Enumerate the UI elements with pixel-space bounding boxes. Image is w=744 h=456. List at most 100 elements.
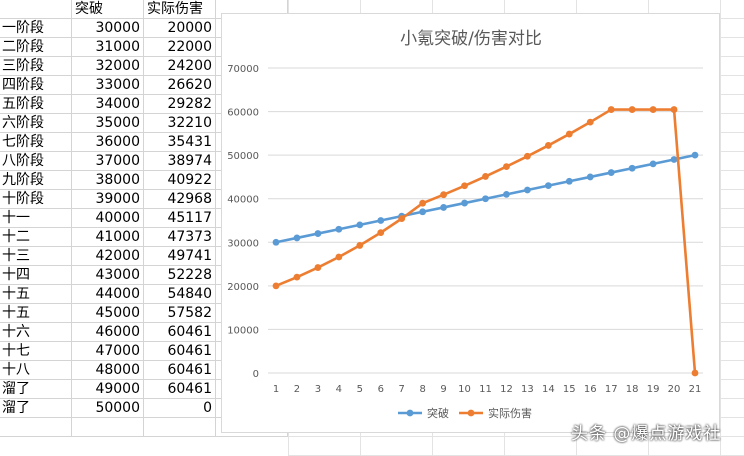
series-2-point: [691, 369, 699, 377]
table-cell[interactable]: 五阶段: [0, 95, 72, 114]
table-cell[interactable]: 43000: [72, 266, 144, 285]
x-tick-label: 19: [647, 384, 660, 395]
series-2-point: [524, 152, 531, 160]
table-cell[interactable]: 35431: [144, 133, 216, 152]
series-1-point: [335, 225, 343, 233]
header-cell-empty[interactable]: [0, 0, 72, 19]
table-cell[interactable]: 36000: [72, 133, 144, 152]
table-cell[interactable]: 40922: [144, 171, 216, 190]
table-cell[interactable]: 十四: [0, 266, 72, 285]
table-cell[interactable]: 39000: [72, 190, 144, 209]
series-2-point: [482, 173, 489, 180]
x-tick-label: 15: [563, 384, 576, 395]
table-cell[interactable]: 37000: [72, 152, 144, 171]
x-tick-label: 5: [357, 384, 363, 395]
table-cell[interactable]: 48000: [72, 361, 144, 380]
table-cell[interactable]: 26620: [144, 76, 216, 95]
table-cell[interactable]: 47000: [72, 342, 144, 361]
table-cell-empty[interactable]: [0, 418, 72, 437]
table-cell[interactable]: 十五: [0, 304, 72, 323]
table-cell[interactable]: 32210: [144, 114, 216, 133]
table-cell[interactable]: 46000: [72, 323, 144, 342]
series-2-point: [628, 106, 636, 113]
table-cell[interactable]: 38974: [144, 152, 216, 171]
table-cell[interactable]: 十一: [0, 209, 72, 228]
table-cell-empty[interactable]: [144, 418, 216, 437]
table-cell[interactable]: 60461: [144, 380, 216, 399]
table-cell[interactable]: 35000: [72, 114, 144, 133]
series-1-point: [440, 204, 447, 211]
table-cell[interactable]: 七阶段: [0, 133, 72, 152]
table-cell[interactable]: 十三: [0, 247, 72, 266]
table-cell[interactable]: 20000: [144, 19, 216, 38]
header-cell-tupo[interactable]: 突破: [72, 0, 144, 19]
table-cell[interactable]: 38000: [72, 171, 144, 190]
table-cell[interactable]: 三阶段: [0, 57, 72, 76]
table-cell[interactable]: 47373: [144, 228, 216, 247]
table-cell[interactable]: 31000: [72, 38, 144, 57]
table-cell[interactable]: 41000: [72, 228, 144, 247]
chart-title: 小氪突破/伤害对比: [400, 29, 542, 49]
series-1-point: [565, 177, 573, 185]
table-cell[interactable]: 54840: [144, 285, 216, 304]
table-cell[interactable]: 二阶段: [0, 38, 72, 57]
table-cell[interactable]: 60461: [144, 323, 216, 342]
x-tick-label: 9: [440, 384, 446, 395]
table-cell[interactable]: 溜了: [0, 380, 72, 399]
table-cell[interactable]: 40000: [72, 209, 144, 228]
series-2-point: [503, 163, 510, 170]
table-cell[interactable]: 30000: [72, 19, 144, 38]
x-tick-label: 2: [294, 384, 300, 395]
table-cell-empty[interactable]: [72, 418, 144, 437]
table-cell[interactable]: 42968: [144, 190, 216, 209]
series-2-point: [293, 273, 301, 281]
x-tick-label: 6: [378, 384, 384, 395]
table-cell[interactable]: 0: [144, 399, 216, 418]
table-cell[interactable]: 八阶段: [0, 152, 72, 171]
grid-row-line: [288, 436, 744, 437]
table-cell[interactable]: 22000: [144, 38, 216, 57]
table-cell[interactable]: 44000: [72, 285, 144, 304]
table-cell[interactable]: 十八: [0, 361, 72, 380]
table-cell[interactable]: 60461: [144, 342, 216, 361]
x-tick-label: 18: [626, 384, 639, 395]
table-cell[interactable]: 52228: [144, 266, 216, 285]
table-cell[interactable]: 60461: [144, 361, 216, 380]
table-cell[interactable]: 一阶段: [0, 19, 72, 38]
series-1-point: [607, 169, 615, 176]
table-cell[interactable]: 十阶段: [0, 190, 72, 209]
table-cell[interactable]: 49000: [72, 380, 144, 399]
table-cell[interactable]: 45000: [72, 304, 144, 323]
table-cell[interactable]: 50000: [72, 399, 144, 418]
table-cell[interactable]: 42000: [72, 247, 144, 266]
table-cell[interactable]: 十五: [0, 285, 72, 304]
table-cell[interactable]: 十二: [0, 228, 72, 247]
series-2-point: [335, 253, 343, 261]
series-1-point: [649, 160, 657, 168]
table-cell[interactable]: 33000: [72, 76, 144, 95]
table-cell[interactable]: 29282: [144, 95, 216, 114]
series-1-point: [544, 182, 552, 190]
table-cell[interactable]: 六阶段: [0, 114, 72, 133]
watermark-text: 头条 @爆点游戏社: [571, 424, 722, 444]
table-cell[interactable]: 溜了: [0, 399, 72, 418]
table-cell[interactable]: 57582: [144, 304, 216, 323]
x-tick-label: 17: [605, 384, 618, 395]
table-cell[interactable]: 49741: [144, 247, 216, 266]
table-cell[interactable]: 四阶段: [0, 76, 72, 95]
table-cell[interactable]: 32000: [72, 57, 144, 76]
line-chart[interactable]: 小氪突破/伤害对比 0 10000 20000 30000 40000 50000 60000…: [221, 13, 720, 433]
table-cell[interactable]: 24200: [144, 57, 216, 76]
table-cell[interactable]: 九阶段: [0, 171, 72, 190]
series-1-point: [586, 173, 594, 181]
x-tick-label: 3: [315, 384, 321, 395]
header-cell-damage[interactable]: 实际伤害: [144, 0, 216, 19]
table-cell[interactable]: 十七: [0, 342, 72, 361]
series-1-point: [482, 195, 489, 203]
table-cell[interactable]: 十六: [0, 323, 72, 342]
table-cell[interactable]: 45117: [144, 209, 216, 228]
table-cell[interactable]: 34000: [72, 95, 144, 114]
x-tick-label: 14: [542, 384, 555, 395]
legend-label-2: 实际伤害: [488, 406, 532, 420]
y-tick-label: 30000: [227, 238, 259, 249]
